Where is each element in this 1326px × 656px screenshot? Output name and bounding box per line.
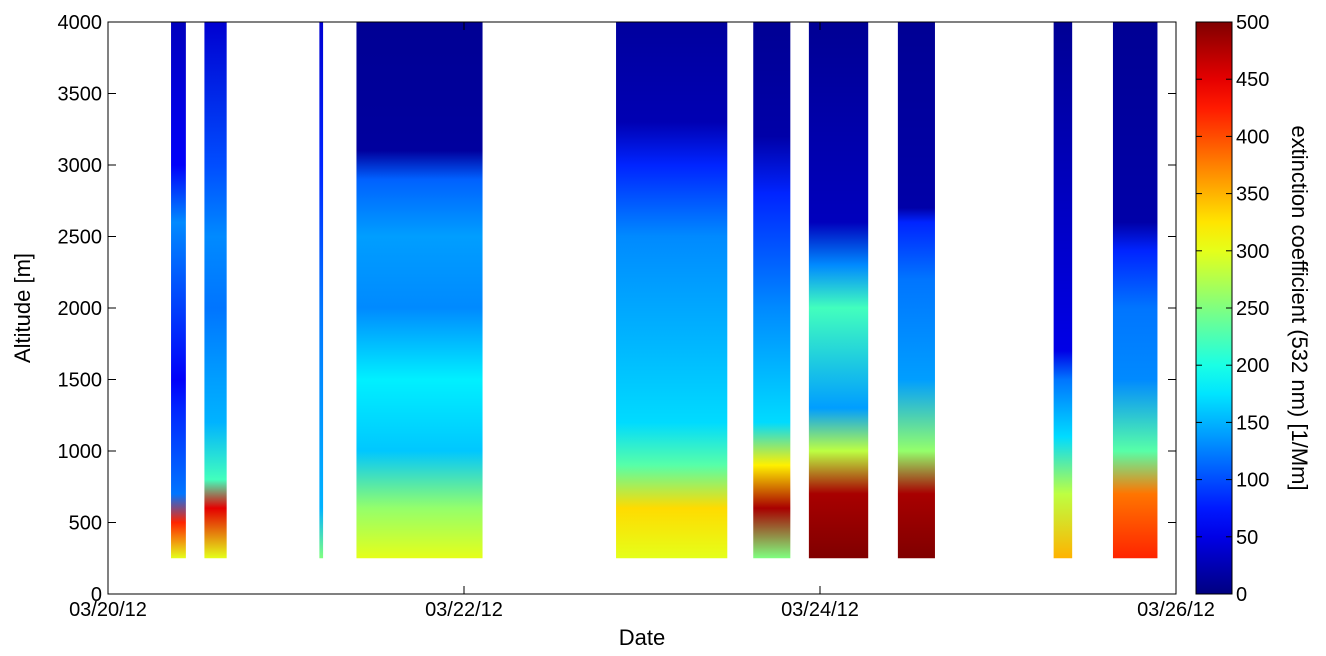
heatmap-segment bbox=[356, 22, 483, 559]
x-tick-label: 03/24/12 bbox=[781, 599, 859, 621]
colorbar-tick-label: 250 bbox=[1236, 298, 1269, 320]
heatmap-segments bbox=[171, 22, 1158, 559]
colorbar-tick-label: 150 bbox=[1236, 412, 1269, 434]
heatmap-segment bbox=[808, 22, 869, 559]
colorbar-tick-label: 400 bbox=[1236, 126, 1269, 148]
y-tick-label: 2000 bbox=[58, 298, 103, 320]
colorbar-tick-label: 200 bbox=[1236, 355, 1269, 377]
heatmap-segment bbox=[753, 22, 791, 559]
colorbar-tick-label: 0 bbox=[1236, 584, 1247, 606]
heatmap-segment bbox=[171, 22, 186, 559]
colorbar-tick-label: 300 bbox=[1236, 241, 1269, 263]
x-tick-label: 03/26/12 bbox=[1137, 599, 1215, 621]
colorbar-ticks: 0 50 100 150 200 250 300 350 400 450 500 bbox=[1196, 12, 1269, 606]
y-tick-label: 2500 bbox=[58, 227, 103, 249]
colorbar-tick-label: 100 bbox=[1236, 470, 1269, 492]
y-tick-label: 1500 bbox=[58, 370, 103, 392]
heatmap-segment bbox=[616, 22, 728, 559]
heatmap-segment bbox=[897, 22, 935, 559]
colorbar-label: extinction coefficient (532 nm) [1/Mm] bbox=[1287, 125, 1312, 490]
colorbar-tick-label: 500 bbox=[1236, 12, 1269, 34]
x-axis-label: Date bbox=[619, 625, 665, 650]
y-axis-label: Altitude [m] bbox=[10, 253, 35, 363]
y-tick-label: 1000 bbox=[58, 441, 103, 463]
heatmap-segment bbox=[204, 22, 227, 559]
colorbar-tick-label: 50 bbox=[1236, 527, 1258, 549]
y-tick-label: 500 bbox=[69, 513, 102, 535]
heatmap-segment bbox=[319, 22, 324, 559]
colorbar-tick-label: 350 bbox=[1236, 184, 1269, 206]
y-tick-label: 4000 bbox=[58, 12, 103, 34]
heatmap-segment bbox=[1112, 22, 1158, 559]
y-axis: 0 500 1000 1500 2000 2500 3000 3500 4000 bbox=[58, 12, 1176, 606]
y-tick-label: 0 bbox=[91, 584, 102, 606]
colorbar-tick-label: 450 bbox=[1236, 69, 1269, 91]
y-tick-label: 3000 bbox=[58, 155, 103, 177]
x-tick-label: 03/20/12 bbox=[69, 599, 147, 621]
x-tick-label: 03/22/12 bbox=[425, 599, 503, 621]
y-tick-label: 3500 bbox=[58, 84, 103, 106]
heatmap-segment bbox=[1053, 22, 1073, 559]
x-axis: 03/20/12 03/22/12 03/24/12 03/26/12 bbox=[69, 22, 1215, 621]
